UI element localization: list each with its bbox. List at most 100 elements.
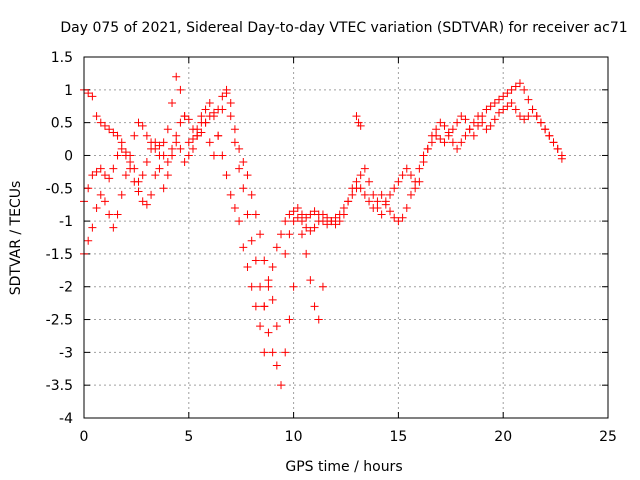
data-point: [163, 171, 172, 180]
y-tick-label: -4: [59, 411, 73, 427]
data-point: [499, 92, 508, 101]
data-point: [469, 118, 478, 127]
data-point: [524, 112, 533, 121]
data-point: [515, 79, 524, 88]
data-point: [256, 322, 265, 331]
data-point: [151, 144, 160, 153]
data-point: [495, 108, 504, 117]
data-point: [256, 230, 265, 239]
data-point: [100, 121, 109, 130]
data-point: [201, 105, 210, 114]
data-point: [243, 210, 252, 219]
data-point: [293, 203, 302, 212]
data-point: [327, 217, 336, 226]
y-axis-label: SDTVAR / TECUs: [8, 181, 24, 296]
data-point: [218, 92, 227, 101]
data-point: [272, 243, 281, 252]
data-point: [243, 171, 252, 180]
data-point: [105, 210, 114, 219]
data-point: [553, 144, 562, 153]
data-point: [285, 210, 294, 219]
data-point: [557, 154, 566, 163]
data-point: [134, 118, 143, 127]
data-point: [285, 230, 294, 239]
data-point: [406, 190, 415, 199]
data-point: [268, 263, 277, 272]
data-point: [247, 190, 256, 199]
data-point: [507, 85, 516, 94]
data-point: [205, 98, 214, 107]
data-point: [474, 121, 483, 130]
data-point: [272, 361, 281, 370]
data-point: [180, 158, 189, 167]
data-point: [197, 128, 206, 137]
x-tick-label: 0: [80, 429, 89, 445]
data-point: [260, 302, 269, 311]
data-point: [113, 210, 122, 219]
data-point: [356, 121, 365, 130]
data-point: [134, 187, 143, 196]
data-point: [377, 210, 386, 219]
data-point: [92, 203, 101, 212]
data-point: [268, 348, 277, 357]
data-point: [96, 118, 105, 127]
data-point: [121, 171, 130, 180]
data-point: [306, 210, 315, 219]
data-point: [277, 230, 286, 239]
data-point: [331, 220, 340, 229]
data-point: [457, 138, 466, 147]
data-point: [180, 112, 189, 121]
data-point: [235, 164, 244, 173]
data-point: [113, 131, 122, 140]
data-point: [205, 138, 214, 147]
data-point: [318, 210, 327, 219]
data-point: [323, 213, 332, 222]
data-point: [142, 158, 151, 167]
data-point: [310, 223, 319, 232]
x-tick-label: 20: [494, 429, 512, 445]
y-tick-label: -3: [59, 345, 73, 361]
data-point: [297, 230, 306, 239]
plot-frame: [83, 56, 609, 419]
data-point: [545, 131, 554, 140]
data-point: [314, 315, 323, 324]
data-point: [511, 105, 520, 114]
data-point: [163, 125, 172, 134]
data-point: [549, 138, 558, 147]
data-point: [536, 118, 545, 127]
data-point: [515, 112, 524, 121]
data-point: [490, 115, 499, 124]
data-point: [482, 105, 491, 114]
data-point: [448, 138, 457, 147]
data-point: [453, 144, 462, 153]
data-point: [239, 184, 248, 193]
data-point: [415, 164, 424, 173]
data-point: [415, 177, 424, 186]
data-point: [138, 171, 147, 180]
data-point: [427, 131, 436, 140]
data-point: [230, 203, 239, 212]
data-point: [88, 92, 97, 101]
data-point: [419, 158, 428, 167]
x-tick-label: 10: [285, 429, 303, 445]
data-point: [84, 89, 93, 98]
data-point: [272, 322, 281, 331]
y-tick-label: -2: [59, 280, 73, 296]
data-point: [247, 282, 256, 291]
y-tick-label: -2.5: [46, 313, 73, 329]
data-point: [264, 328, 273, 337]
data-point: [126, 151, 135, 160]
data-point: [344, 197, 353, 206]
y-tick-label: 0: [64, 148, 73, 164]
y-tick-label: -0.5: [46, 181, 73, 197]
data-point: [172, 72, 181, 81]
data-point: [360, 164, 369, 173]
data-point: [310, 207, 319, 216]
data-point: [486, 121, 495, 130]
x-axis-label: GPS time / hours: [285, 459, 402, 475]
y-tick-label: -1: [59, 214, 73, 230]
data-point: [503, 89, 512, 98]
data-point: [92, 167, 101, 176]
y-tick-label: 0.5: [51, 116, 73, 132]
data-point: [348, 190, 357, 199]
